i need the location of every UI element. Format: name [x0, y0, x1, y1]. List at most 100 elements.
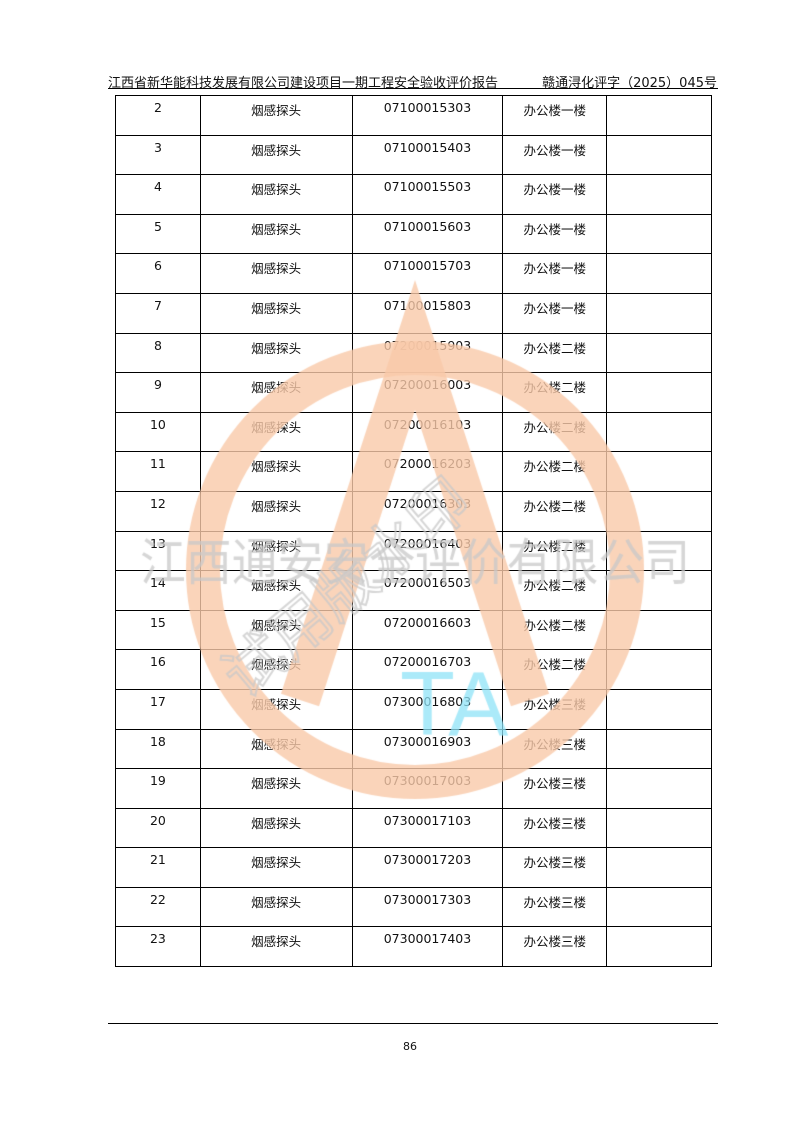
row-number: 17: [115, 688, 201, 730]
remarks: [606, 451, 712, 492]
row-number: 5: [115, 213, 201, 255]
equipment-table: 2 烟感探头 07100015303 办公楼一楼 3 烟感探头 07100015403 办公楼…: [115, 95, 712, 968]
table-row: 16 烟感探头 07200016703 办公楼二楼: [115, 649, 712, 690]
row-number: 3: [115, 134, 201, 176]
serial-number: 07200016703: [351, 649, 504, 690]
table-row: 11 烟感探头 07200016203 办公楼二楼: [115, 451, 712, 492]
remarks: [606, 768, 712, 809]
equipment-name: 烟感探头: [199, 807, 353, 849]
table-row: 21 烟感探头 07300017203 办公楼三楼: [115, 847, 712, 888]
location: 办公楼二楼: [502, 570, 608, 611]
row-number: 12: [115, 490, 201, 532]
remarks: [606, 213, 712, 255]
serial-number: 07200016003: [351, 372, 504, 413]
equipment-name: 烟感探头: [199, 213, 353, 255]
location: 办公楼二楼: [502, 411, 608, 453]
equipment-name: 烟感探头: [199, 174, 353, 215]
serial-number: 07300017103: [351, 807, 504, 849]
remarks: [606, 649, 712, 690]
serial-number: 07200015903: [351, 332, 504, 374]
row-number: 13: [115, 530, 201, 572]
table-row: 8 烟感探头 07200015903 办公楼二楼: [115, 332, 712, 374]
location: 办公楼二楼: [502, 609, 608, 651]
row-number: 4: [115, 174, 201, 215]
remarks: [606, 609, 712, 651]
location: 办公楼一楼: [502, 134, 608, 176]
location: 办公楼二楼: [502, 332, 608, 374]
location: 办公楼一楼: [502, 253, 608, 294]
serial-number: 07200016103: [351, 411, 504, 453]
remarks: [606, 807, 712, 849]
row-number: 18: [115, 728, 201, 770]
serial-number: 07200016503: [351, 570, 504, 611]
table-row: 13 烟感探头 07200016403 办公楼二楼: [115, 530, 712, 572]
table-row: 22 烟感探头 07300017303 办公楼三楼: [115, 886, 712, 928]
remarks: [606, 134, 712, 176]
remarks: [606, 926, 712, 968]
remarks: [606, 95, 712, 136]
location: 办公楼三楼: [502, 728, 608, 770]
serial-number: 07300017303: [351, 886, 504, 928]
location: 办公楼一楼: [502, 292, 608, 334]
location: 办公楼三楼: [502, 847, 608, 888]
serial-number: 07100015603: [351, 213, 504, 255]
remarks: [606, 570, 712, 611]
location: 办公楼一楼: [502, 213, 608, 255]
row-number: 16: [115, 649, 201, 690]
equipment-name: 烟感探头: [199, 768, 353, 809]
remarks: [606, 490, 712, 532]
location: 办公楼三楼: [502, 926, 608, 968]
serial-number: 07300016803: [351, 688, 504, 730]
row-number: 11: [115, 451, 201, 492]
table-row: 12 烟感探头 07200016303 办公楼二楼: [115, 490, 712, 532]
remarks: [606, 332, 712, 374]
location: 办公楼三楼: [502, 768, 608, 809]
row-number: 2: [115, 95, 201, 136]
remarks: [606, 372, 712, 413]
equipment-name: 烟感探头: [199, 372, 353, 413]
remarks: [606, 847, 712, 888]
equipment-name: 烟感探头: [199, 292, 353, 334]
location: 办公楼二楼: [502, 530, 608, 572]
serial-number: 07300017003: [351, 768, 504, 809]
remarks: [606, 174, 712, 215]
table-row: 23 烟感探头 07300017403 办公楼三楼: [115, 926, 712, 968]
row-number: 10: [115, 411, 201, 453]
header-divider: [108, 88, 718, 89]
table-row: 17 烟感探头 07300016803 办公楼三楼: [115, 688, 712, 730]
location: 办公楼三楼: [502, 807, 608, 849]
serial-number: 07100015503: [351, 174, 504, 215]
equipment-name: 烟感探头: [199, 253, 353, 294]
equipment-name: 烟感探头: [199, 886, 353, 928]
row-number: 7: [115, 292, 201, 334]
remarks: [606, 688, 712, 730]
table-row: 5 烟感探头 07100015603 办公楼一楼: [115, 213, 712, 255]
row-number: 23: [115, 926, 201, 968]
serial-number: 07300016903: [351, 728, 504, 770]
table-row: 14 烟感探头 07200016503 办公楼二楼: [115, 570, 712, 611]
table-row: 18 烟感探头 07300016903 办公楼三楼: [115, 728, 712, 770]
equipment-name: 烟感探头: [199, 411, 353, 453]
serial-number: 07300017403: [351, 926, 504, 968]
equipment-name: 烟感探头: [199, 570, 353, 611]
table-row: 20 烟感探头 07300017103 办公楼三楼: [115, 807, 712, 849]
equipment-name: 烟感探头: [199, 95, 353, 136]
location: 办公楼一楼: [502, 174, 608, 215]
table-row: 10 烟感探头 07200016103 办公楼二楼: [115, 411, 712, 453]
page-number: 86: [403, 1040, 417, 1053]
table-row: 19 烟感探头 07300017003 办公楼三楼: [115, 768, 712, 809]
row-number: 19: [115, 768, 201, 809]
location: 办公楼一楼: [502, 95, 608, 136]
location: 办公楼三楼: [502, 886, 608, 928]
table-row: 2 烟感探头 07100015303 办公楼一楼: [115, 95, 712, 136]
remarks: [606, 530, 712, 572]
serial-number: 07100015803: [351, 292, 504, 334]
location: 办公楼二楼: [502, 490, 608, 532]
remarks: [606, 411, 712, 453]
remarks: [606, 292, 712, 334]
table-row: 9 烟感探头 07200016003 办公楼二楼: [115, 372, 712, 413]
equipment-name: 烟感探头: [199, 649, 353, 690]
serial-number: 07100015703: [351, 253, 504, 294]
table-row: 15 烟感探头 07200016603 办公楼二楼: [115, 609, 712, 651]
serial-number: 07200016203: [351, 451, 504, 492]
